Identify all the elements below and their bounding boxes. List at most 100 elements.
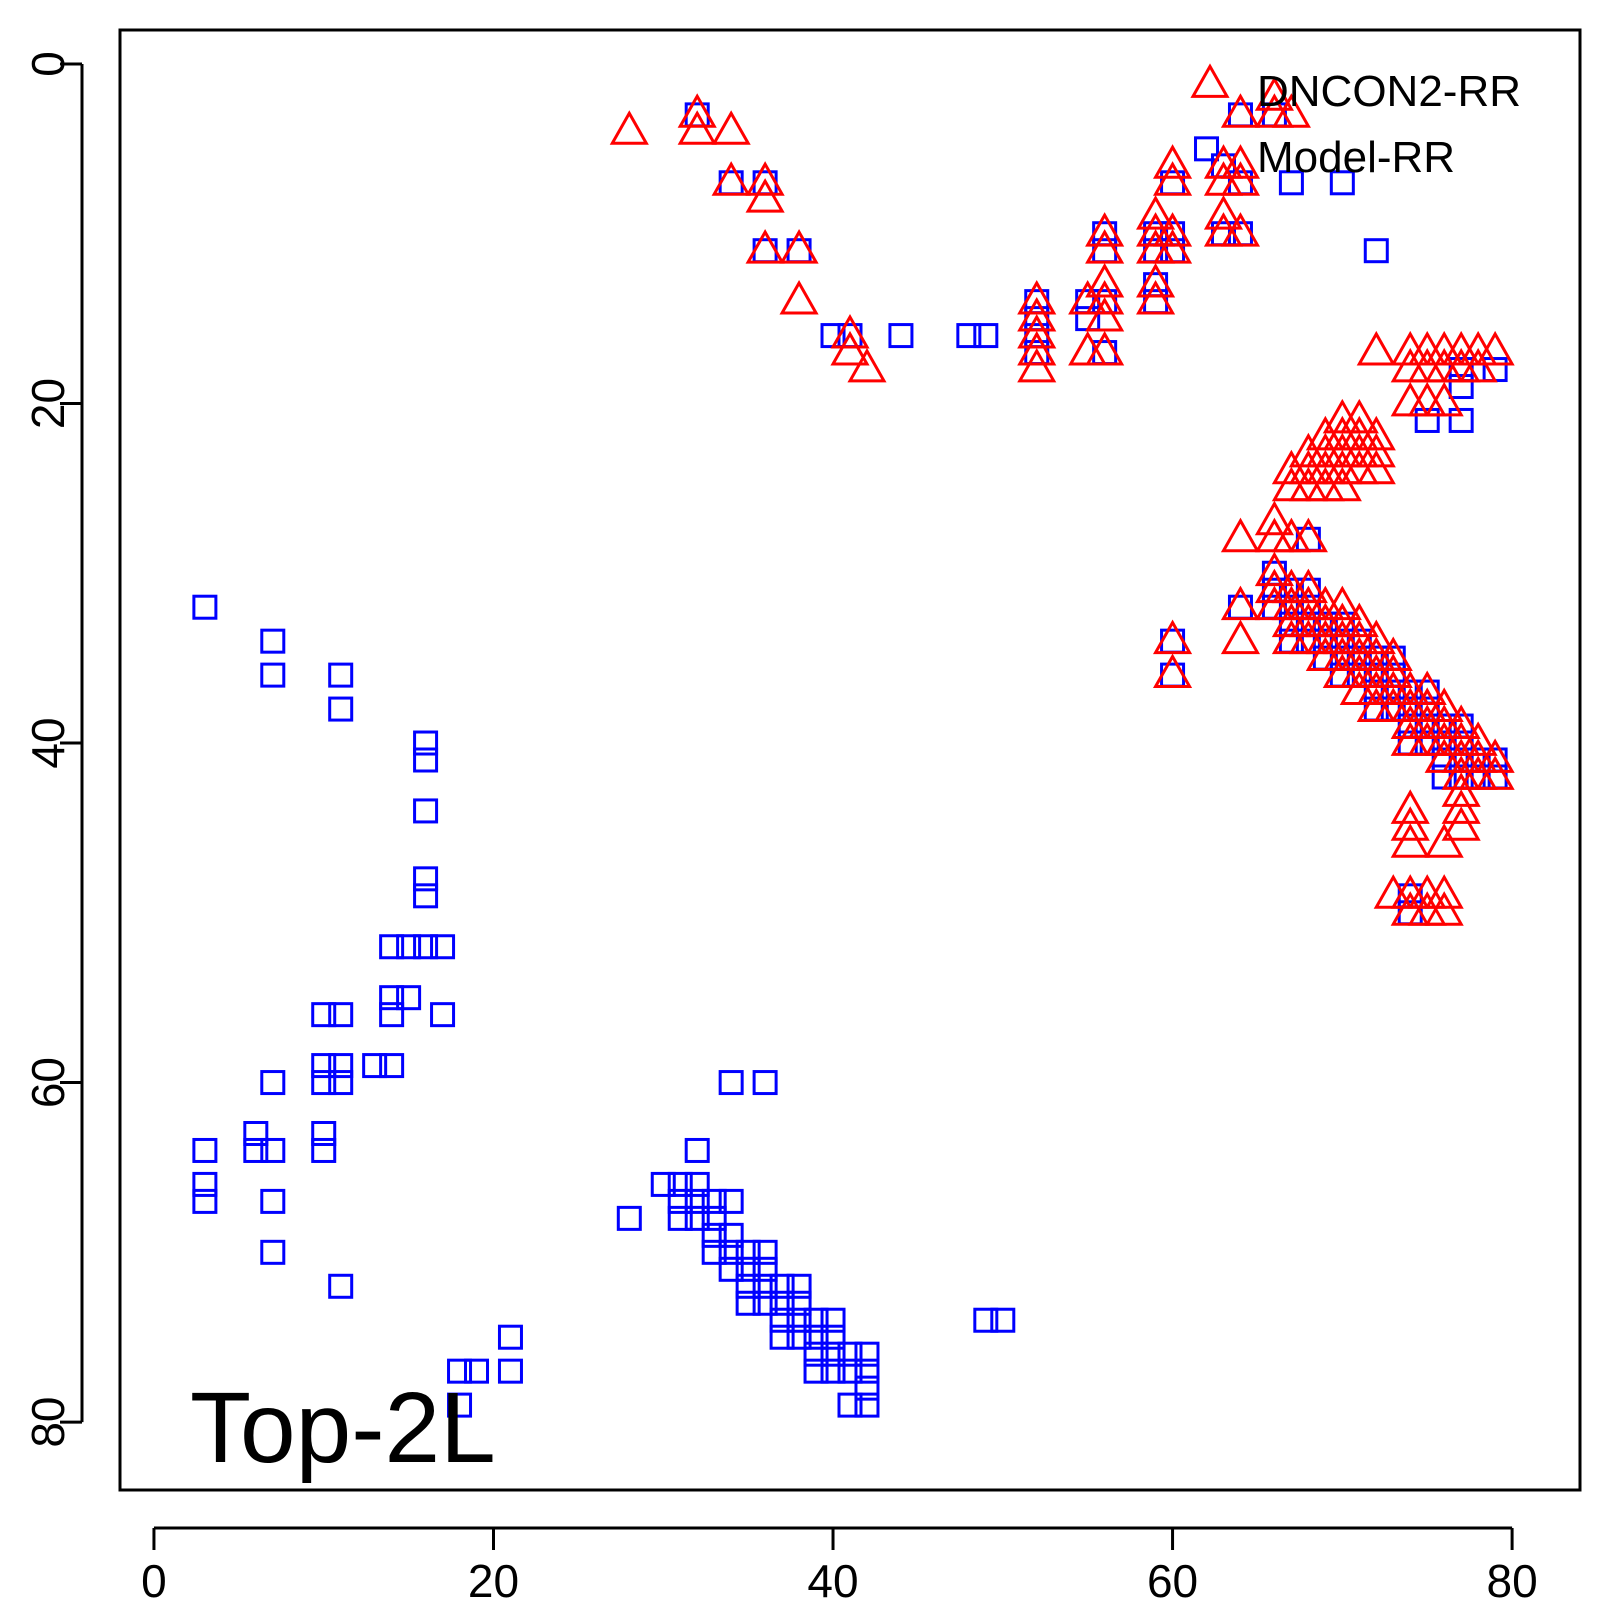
y-tick-label: 20	[22, 378, 74, 429]
square-point	[854, 1375, 880, 1401]
triangle-point	[1152, 144, 1193, 179]
square-point	[752, 1070, 778, 1096]
triangle-point	[1085, 229, 1125, 264]
triangle-point	[830, 330, 870, 366]
square-point	[701, 1222, 727, 1248]
x-tick-label: 40	[807, 1555, 858, 1600]
triangle-point	[745, 161, 785, 196]
triangle-point	[1152, 212, 1193, 247]
triangle-point	[1136, 195, 1176, 230]
x-tick-label: 80	[1487, 1555, 1538, 1600]
square-point	[192, 1137, 218, 1163]
square-point	[311, 1120, 337, 1146]
triangle-point	[1271, 93, 1311, 128]
triangle-point	[1220, 144, 1261, 179]
square-point	[684, 1205, 710, 1231]
square-point	[752, 1239, 778, 1265]
square-point	[667, 1205, 693, 1231]
square-point	[311, 1053, 337, 1079]
triangle-point	[1017, 279, 1057, 315]
triangle-point	[1254, 76, 1294, 111]
y-tick-label: 80	[22, 1397, 74, 1448]
data-points	[192, 76, 1515, 1418]
square-point	[718, 1070, 744, 1096]
triangle-point	[847, 347, 887, 383]
square-point	[769, 1290, 795, 1316]
triangle-point	[677, 93, 717, 128]
square-point	[413, 798, 439, 824]
square-point	[684, 1137, 710, 1163]
x-tick-label: 60	[1147, 1555, 1198, 1600]
triangle-point	[1441, 772, 1481, 807]
y-tick-label: 60	[22, 1057, 74, 1108]
triangle-point	[830, 313, 870, 349]
square-point	[328, 1053, 354, 1079]
legend: DNCON2-RR Model-RR	[1190, 63, 1521, 182]
square-point	[786, 1290, 812, 1316]
square-point	[650, 1171, 676, 1197]
square-point	[786, 1307, 812, 1333]
triangle-point	[1475, 738, 1515, 773]
square-point	[990, 1307, 1016, 1333]
square-point	[735, 1290, 761, 1316]
square-point	[260, 1188, 286, 1214]
square-point	[192, 1171, 218, 1197]
triangle-point	[1085, 296, 1125, 332]
square-point	[1329, 170, 1355, 196]
square-point	[752, 1273, 778, 1299]
triangle-point	[1356, 619, 1396, 655]
triangle-point	[711, 110, 751, 145]
triangle-point	[1356, 415, 1396, 451]
triangle-point	[745, 178, 785, 213]
triangle-point	[1136, 279, 1176, 315]
square-point	[786, 1324, 812, 1350]
square-point	[1448, 374, 1474, 400]
legend-label: Model-RR	[1257, 133, 1455, 182]
square-point	[379, 985, 405, 1011]
square-point	[243, 1137, 269, 1163]
square-point	[1363, 238, 1389, 264]
square-point	[447, 1358, 473, 1384]
triangle-point	[1424, 381, 1464, 417]
triangle-point	[1356, 432, 1396, 468]
axes: 0 20 40 60 80 0 20 40 60 80	[22, 51, 1538, 1600]
triangle-point	[1220, 161, 1261, 196]
triangle-point	[1288, 517, 1328, 553]
triangle-point	[1458, 721, 1498, 756]
triangle-point	[1441, 806, 1481, 841]
square-point	[735, 1273, 761, 1299]
series-model-rr	[192, 102, 1508, 1418]
square-point	[464, 1358, 490, 1384]
square-point	[837, 1341, 863, 1367]
triangle-point	[1424, 891, 1464, 926]
legend-label: DNCON2-RR	[1257, 67, 1521, 116]
triangle-point	[1017, 330, 1057, 366]
y-tick-label: 0	[22, 51, 74, 77]
triangle-point	[1152, 653, 1193, 689]
square-point	[413, 730, 439, 756]
triangle-point	[1152, 619, 1193, 655]
square-point	[820, 1307, 846, 1333]
triangle-point	[1424, 823, 1464, 858]
square-point	[1448, 407, 1474, 433]
square-point	[752, 1290, 778, 1316]
square-point	[430, 934, 456, 960]
x-tick-label: 20	[468, 1555, 519, 1600]
triangle-point	[1288, 568, 1328, 604]
square-point	[735, 1256, 761, 1282]
triangle-point	[779, 229, 819, 264]
square-point	[718, 1222, 744, 1248]
legend-item: Model-RR	[1257, 133, 1455, 182]
square-point	[379, 1002, 405, 1028]
square-point	[260, 662, 286, 688]
square-point	[311, 1002, 337, 1028]
chart-annotation: Top-2L	[190, 1372, 496, 1484]
triangle-point	[1390, 789, 1430, 824]
triangle-point	[1203, 195, 1244, 230]
triangle-point	[1017, 347, 1057, 383]
triangle-point	[1475, 755, 1515, 790]
square-point	[328, 1070, 354, 1096]
triangle-point	[1458, 347, 1498, 383]
